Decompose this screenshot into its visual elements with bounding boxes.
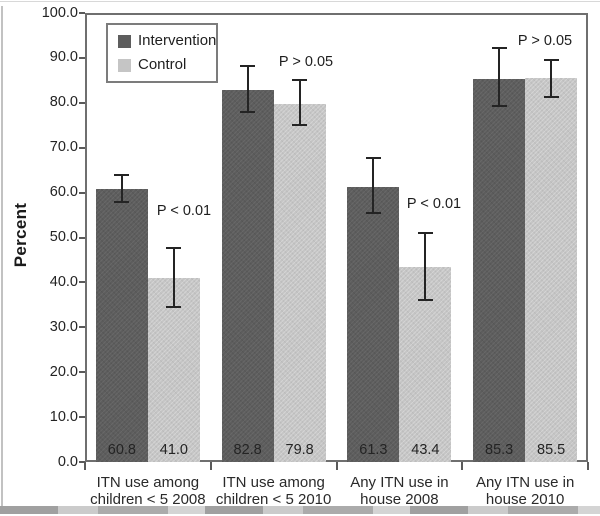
error-bar-line (424, 233, 427, 301)
error-bar-cap-bottom (417, 299, 433, 302)
legend-row-control: Control (118, 57, 216, 73)
bar-value-label: 61.3 (359, 442, 388, 458)
scan-edge-left (1, 6, 3, 506)
error-bar-line (172, 247, 175, 308)
p-value-label: P > 0.05 (278, 54, 334, 70)
error-bar-cap-bottom (114, 201, 130, 204)
x-axis-category-label: children < 5 2008 (90, 491, 206, 508)
y-axis-tick-mark (79, 146, 85, 149)
bar-value-label: 85.5 (537, 442, 566, 458)
error-bar-line (120, 174, 123, 203)
x-axis-category-label: Any ITN use in (475, 474, 575, 491)
p-value-label: P < 0.01 (156, 203, 212, 219)
y-axis-tick-mark (79, 236, 85, 239)
x-axis-category-label: ITN use among (222, 474, 325, 491)
y-axis-tick-label: 90.0 (49, 49, 78, 66)
y-axis-tick-mark (79, 371, 85, 374)
error-bar-line (246, 65, 249, 112)
y-axis-tick-mark (79, 416, 85, 419)
error-bar-line (372, 158, 375, 213)
legend: Intervention Control (106, 23, 218, 83)
x-axis-category-label: ITN use among (96, 474, 200, 491)
p-value-label: P > 0.05 (517, 33, 573, 49)
p-value-label: P < 0.01 (406, 196, 462, 212)
error-bar-cap-top (365, 157, 381, 160)
y-axis-tick-mark (79, 12, 85, 14)
y-axis-tick-mark (79, 56, 85, 59)
error-bar-cap-top (417, 232, 433, 234)
error-bar-cap-bottom (543, 96, 559, 99)
error-bar-line (498, 48, 501, 106)
y-axis-tick-label: 100.0 (41, 4, 78, 21)
error-bar-cap-bottom (166, 306, 182, 309)
legend-label: Intervention (138, 32, 217, 49)
bar-intervention-group3 (347, 186, 400, 462)
x-axis-category-label: Any ITN use in (350, 474, 449, 491)
y-axis-tick-label: 80.0 (49, 94, 78, 111)
legend-swatch-icon (118, 58, 131, 72)
y-axis-title: Percent (11, 202, 30, 268)
y-axis-tick-label: 50.0 (49, 229, 78, 245)
bar-control-group4 (525, 78, 578, 462)
error-bar-cap-top (491, 47, 507, 50)
x-axis-tick-mark (335, 462, 338, 470)
x-axis-category-label: house 2010 (485, 491, 565, 508)
legend-swatch-icon (118, 34, 131, 48)
y-axis-tick-label: 60.0 (49, 184, 78, 201)
y-axis-tick-label: 70.0 (49, 139, 78, 156)
bar-value-label: 60.8 (107, 442, 136, 458)
x-axis-category-label: house 2008 (360, 491, 439, 508)
error-bar-cap-top (166, 246, 182, 249)
y-axis-tick-mark (79, 101, 85, 104)
error-bar-cap-bottom (240, 110, 256, 113)
bar-control-group2 (273, 103, 326, 462)
x-axis-category-label: children < 5 2010 (215, 491, 332, 508)
y-axis-tick-label: 30.0 (49, 318, 78, 335)
y-axis-tick-label: 40.0 (49, 273, 78, 290)
bar-control-group1 (147, 277, 200, 462)
error-bar-cap-bottom (491, 104, 507, 107)
error-bar-cap-top (543, 58, 559, 61)
y-axis-tick-mark (79, 326, 85, 329)
legend-label: Control (138, 56, 187, 73)
bar-intervention-group1 (95, 189, 148, 462)
y-axis-tick-label: 10.0 (49, 408, 78, 425)
x-axis-tick-mark (84, 462, 86, 470)
bar-control-group3 (399, 267, 452, 462)
y-axis-tick-mark (79, 461, 85, 463)
error-bar-cap-bottom (292, 123, 308, 126)
y-axis-tick-label: 0.0 (57, 453, 78, 470)
error-bar-line (550, 59, 553, 98)
error-bar-cap-top (240, 64, 256, 67)
y-axis-tick-mark (79, 191, 85, 194)
bar-value-label: 79.8 (285, 442, 314, 458)
bar-value-label: 43.4 (411, 442, 440, 458)
bar-intervention-group4 (473, 79, 526, 462)
y-axis-tick-mark (79, 281, 85, 284)
y-axis-tick-label: 20.0 (49, 363, 78, 380)
x-axis-tick-mark (461, 462, 464, 470)
x-axis-tick-mark (587, 462, 589, 470)
bar-value-label: 85.3 (485, 442, 514, 458)
error-bar-cap-top (114, 173, 130, 176)
legend-row-intervention: Intervention (118, 33, 216, 49)
error-bar-line (298, 79, 301, 125)
bar-value-label: 82.8 (233, 442, 262, 458)
bar-intervention-group2 (221, 90, 274, 462)
error-bar-cap-top (292, 78, 308, 81)
scan-edge-top (0, 1, 600, 2)
x-axis-tick-mark (209, 462, 212, 470)
error-bar-cap-bottom (365, 211, 381, 214)
bar-value-label: 41.0 (159, 442, 188, 458)
scan-edge-bottom (0, 506, 600, 514)
